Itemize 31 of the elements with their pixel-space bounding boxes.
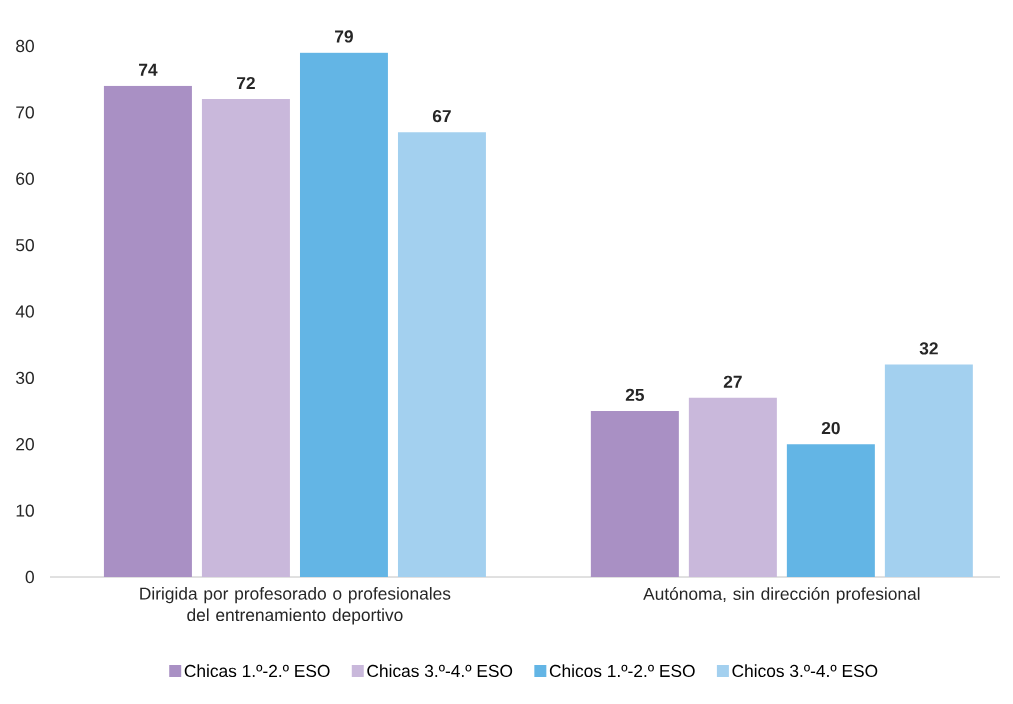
bar: [103, 85, 192, 577]
bar: [786, 444, 875, 577]
data-label: 20: [821, 421, 840, 435]
y-tick-label: 30: [16, 371, 34, 385]
bar: [397, 132, 486, 577]
data-label: 25: [625, 388, 645, 402]
y-tick-label: 20: [16, 438, 34, 451]
data-label: 74: [139, 63, 158, 76]
y-tick-label: 60: [16, 172, 34, 185]
bar: [688, 397, 777, 577]
legend-label: Chicas 3.º-4.º ESO: [367, 664, 513, 678]
legend-label: Chicas 1.º-2.º ESO: [184, 664, 330, 678]
data-label: 72: [237, 76, 255, 90]
bar: [299, 52, 388, 577]
x-tick-label: Autónoma, sin dirección profesional: [643, 587, 920, 604]
bar: [590, 411, 679, 577]
y-tick-label: 80: [16, 39, 34, 53]
y-tick-label: 0: [25, 570, 34, 584]
y-tick-label: 40: [15, 305, 34, 318]
y-tick-label: 70: [16, 106, 34, 119]
data-label: 32: [919, 342, 938, 355]
legend-label: Chicos 3.º-4.º ESO: [732, 664, 878, 678]
data-label: 67: [432, 109, 451, 123]
data-label: 79: [335, 30, 353, 43]
y-tick-label: 50: [16, 238, 34, 252]
data-label: 27: [723, 375, 742, 388]
bar: [884, 364, 973, 577]
bar: [201, 99, 290, 577]
x-tick-label: Dirigida por profesorado o profesionales del entrenamiento deportivo: [140, 587, 451, 625]
legend-label: Chicos 1.º-2.º ESO: [549, 664, 695, 678]
y-tick-label: 10: [16, 504, 34, 517]
